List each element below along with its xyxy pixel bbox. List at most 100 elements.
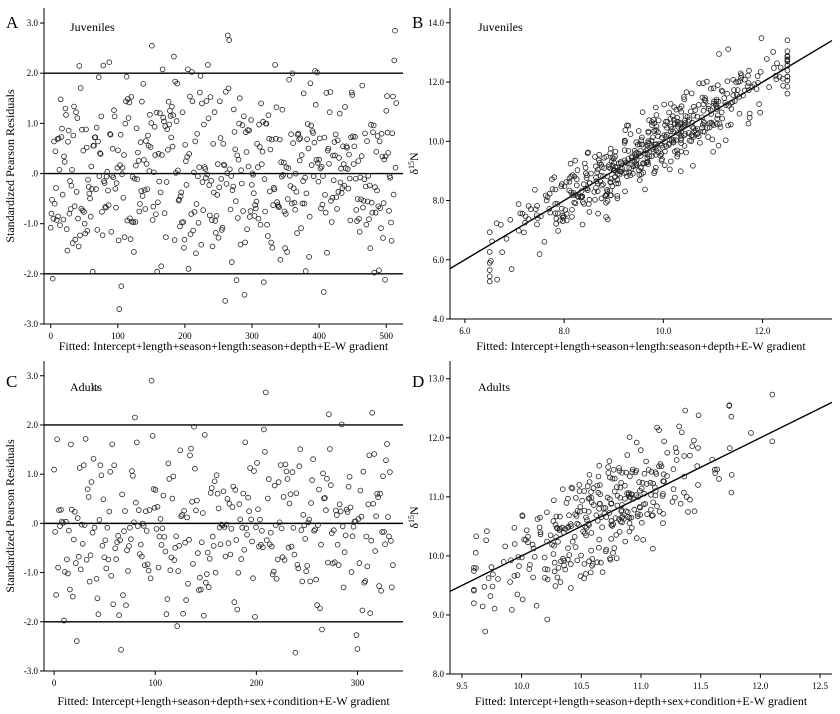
data-point xyxy=(577,573,584,579)
data-point xyxy=(607,179,613,185)
data-point xyxy=(655,129,661,135)
data-point xyxy=(332,507,339,514)
data-point xyxy=(598,559,604,566)
data-point xyxy=(235,156,242,163)
data-point xyxy=(273,104,280,110)
data-point xyxy=(627,494,634,501)
data-point xyxy=(119,491,125,498)
data-point xyxy=(273,575,280,582)
data-point xyxy=(139,193,146,199)
data-point xyxy=(167,567,174,573)
data-point xyxy=(489,583,496,590)
data-point xyxy=(341,549,348,555)
data-point xyxy=(47,224,54,231)
data-point xyxy=(356,229,363,235)
data-point xyxy=(613,555,620,562)
data-point xyxy=(322,192,328,198)
data-point xyxy=(582,530,588,536)
data-point xyxy=(289,469,296,475)
data-point xyxy=(356,560,363,566)
data-point xyxy=(52,528,58,535)
data-point xyxy=(239,524,246,531)
points xyxy=(47,27,400,312)
data-point xyxy=(660,520,666,526)
data-point xyxy=(719,88,726,95)
data-point xyxy=(350,523,357,530)
data-point xyxy=(237,241,244,248)
data-point xyxy=(705,103,712,109)
data-point xyxy=(690,103,697,110)
data-point xyxy=(330,527,337,533)
data-point xyxy=(255,506,261,513)
y-tick-label: -2.0 xyxy=(24,617,39,627)
data-point xyxy=(212,218,219,224)
data-point xyxy=(180,219,187,225)
data-point xyxy=(606,162,612,168)
data-point xyxy=(536,524,543,531)
data-point xyxy=(327,89,334,95)
data-point xyxy=(314,69,320,76)
data-point xyxy=(135,158,142,164)
data-point xyxy=(704,125,711,131)
data-point xyxy=(607,145,614,152)
x-tick-label: 300 xyxy=(245,331,259,341)
data-point xyxy=(386,533,392,540)
data-point xyxy=(253,524,259,530)
data-point xyxy=(215,161,221,167)
data-point xyxy=(699,121,706,128)
data-point xyxy=(599,524,605,530)
data-point xyxy=(59,191,66,198)
data-point xyxy=(183,182,190,188)
data-point xyxy=(318,164,325,170)
data-point xyxy=(680,489,687,496)
data-point xyxy=(347,504,354,511)
data-point xyxy=(784,37,791,43)
data-point xyxy=(210,543,217,549)
data-point xyxy=(320,173,326,179)
data-point xyxy=(387,469,393,475)
data-point xyxy=(553,513,560,520)
data-point xyxy=(718,87,725,94)
data-point xyxy=(377,490,383,497)
data-point xyxy=(154,268,161,275)
data-point xyxy=(677,119,683,126)
data-point xyxy=(597,482,603,488)
data-point xyxy=(708,85,714,92)
data-point xyxy=(326,161,332,167)
data-point xyxy=(55,135,62,142)
data-point xyxy=(638,165,644,171)
data-point xyxy=(105,556,112,563)
data-point xyxy=(688,132,695,139)
data-point xyxy=(334,137,341,144)
data-point xyxy=(566,552,573,558)
data-point xyxy=(652,104,659,111)
data-point xyxy=(157,189,164,196)
data-point xyxy=(103,565,110,572)
data-point xyxy=(641,490,647,497)
data-point xyxy=(95,74,102,80)
data-point xyxy=(677,133,684,139)
data-point xyxy=(681,473,688,480)
data-point xyxy=(552,583,559,589)
data-point xyxy=(80,147,87,154)
data-point xyxy=(695,482,701,488)
data-point xyxy=(579,497,585,504)
data-point xyxy=(270,568,277,575)
data-point xyxy=(380,473,386,480)
data-point xyxy=(384,93,390,99)
data-point xyxy=(222,553,229,560)
data-point xyxy=(133,499,139,506)
data-point xyxy=(486,260,493,266)
data-point xyxy=(208,178,215,184)
data-point xyxy=(345,185,352,192)
data-point xyxy=(296,136,302,143)
data-point xyxy=(202,166,209,172)
data-point xyxy=(141,562,148,569)
data-point xyxy=(389,584,395,591)
data-point xyxy=(77,85,84,91)
data-point xyxy=(714,82,721,88)
data-point xyxy=(183,597,189,603)
data-point xyxy=(313,157,320,163)
data-point xyxy=(209,533,216,540)
data-point xyxy=(386,208,392,214)
